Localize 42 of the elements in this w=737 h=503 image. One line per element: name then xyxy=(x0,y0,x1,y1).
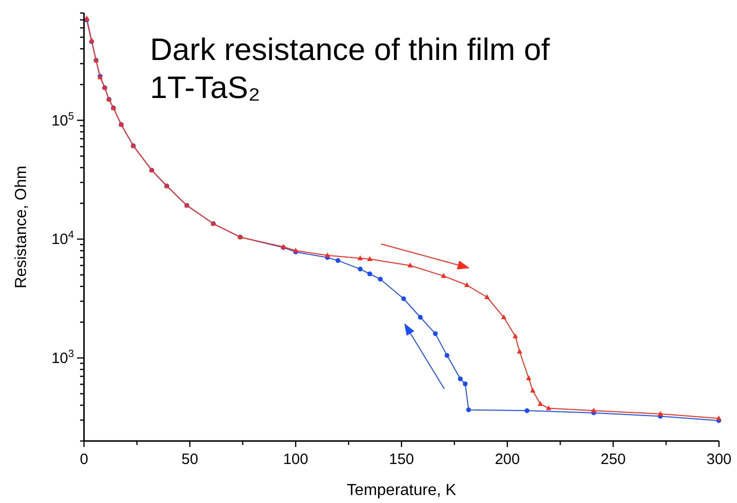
point xyxy=(458,376,463,382)
point xyxy=(378,276,383,282)
x-tick-label: 200 xyxy=(494,451,520,468)
point xyxy=(408,262,413,268)
y-tick-label: 10$^{3}$ xyxy=(51,348,74,367)
y-tick-label: 10$^{5}$ xyxy=(51,110,74,130)
point xyxy=(324,252,330,258)
y-tick-label: 10$^{4}$ xyxy=(51,229,74,248)
text: Dark resistance of thin film of 1T-TaS₂ xyxy=(150,32,550,105)
point xyxy=(466,407,471,412)
point xyxy=(512,333,518,338)
x-axis-title: Temperature, K xyxy=(346,482,457,499)
point xyxy=(591,408,596,413)
point xyxy=(484,294,490,300)
x-tick-label: 0 xyxy=(80,451,88,468)
point xyxy=(538,401,543,406)
point xyxy=(440,273,446,278)
point xyxy=(432,331,438,336)
point xyxy=(530,388,536,393)
point xyxy=(464,282,470,288)
point xyxy=(401,296,406,302)
point xyxy=(358,255,363,260)
point xyxy=(501,314,506,320)
x-tick-label: 300 xyxy=(706,451,732,468)
point xyxy=(367,271,372,276)
point xyxy=(462,381,468,386)
point xyxy=(526,375,532,380)
point xyxy=(546,405,552,410)
point xyxy=(444,353,450,358)
y-axis-title: Resistance, Ohm xyxy=(13,166,30,288)
point xyxy=(516,348,522,354)
point xyxy=(367,256,372,261)
x-tick-label: 150 xyxy=(388,451,414,468)
point xyxy=(524,408,530,414)
x-tick-label: 50 xyxy=(181,451,198,468)
point xyxy=(336,258,340,263)
point xyxy=(358,266,363,272)
point xyxy=(658,411,664,416)
point xyxy=(716,416,722,420)
x-tick-label: 100 xyxy=(283,451,308,468)
x-tick-label: 250 xyxy=(600,451,626,468)
point xyxy=(418,314,423,320)
